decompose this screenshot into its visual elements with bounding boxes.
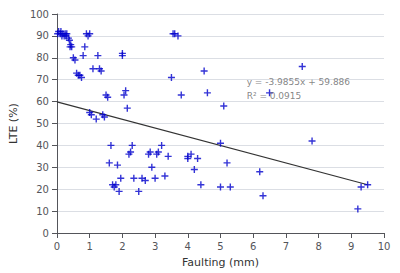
svg-text:8: 8 [315, 241, 321, 252]
svg-text:R² = 0.0915: R² = 0.0915 [247, 91, 302, 101]
svg-text:1: 1 [87, 241, 93, 252]
svg-text:7: 7 [283, 241, 289, 252]
svg-text:3: 3 [152, 241, 158, 252]
svg-text:100: 100 [30, 9, 49, 20]
svg-text:4: 4 [185, 241, 191, 252]
svg-text:0: 0 [54, 241, 60, 252]
svg-text:70: 70 [36, 74, 49, 85]
svg-text:30: 30 [36, 162, 49, 173]
svg-text:2: 2 [119, 241, 125, 252]
svg-text:6: 6 [250, 241, 256, 252]
svg-text:y = -3.9855x + 59.886: y = -3.9855x + 59.886 [247, 77, 351, 87]
svg-text:20: 20 [36, 184, 49, 195]
svg-text:40: 40 [36, 140, 49, 151]
svg-text:80: 80 [36, 52, 49, 63]
svg-text:10: 10 [378, 241, 391, 252]
svg-text:5: 5 [217, 241, 223, 252]
svg-text:10: 10 [36, 206, 49, 217]
svg-text:50: 50 [36, 118, 49, 129]
svg-text:LTE (%): LTE (%) [7, 103, 20, 144]
svg-text:60: 60 [36, 96, 49, 107]
svg-text:9: 9 [348, 241, 354, 252]
svg-text:0: 0 [43, 228, 49, 239]
svg-text:90: 90 [36, 30, 49, 41]
svg-text:Faulting (mm): Faulting (mm) [182, 256, 259, 269]
